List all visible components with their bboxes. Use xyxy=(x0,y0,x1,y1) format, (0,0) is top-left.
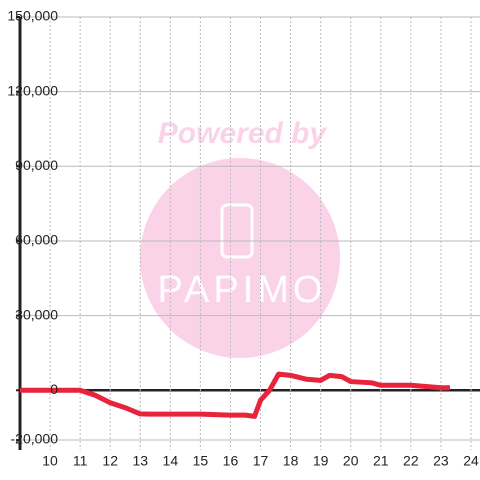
watermark-text: Powered by xyxy=(158,117,328,150)
x-tick-label: 16 xyxy=(223,453,239,469)
x-tick-label: 15 xyxy=(193,453,209,469)
x-tick-label: 21 xyxy=(373,453,389,469)
grid xyxy=(16,16,480,450)
x-tick-label: 17 xyxy=(253,453,269,469)
x-tick-label: 13 xyxy=(132,453,148,469)
x-tick-label: 18 xyxy=(283,453,299,469)
x-tick-label: 23 xyxy=(433,453,449,469)
y-tick-label: 90,000 xyxy=(15,157,58,173)
y-tick-label: 30,000 xyxy=(15,306,58,322)
x-tick-label: 20 xyxy=(343,453,359,469)
watermark-icon xyxy=(220,203,254,259)
y-tick-label: 60,000 xyxy=(15,232,58,248)
x-tick-label: 24 xyxy=(463,453,479,469)
x-tick-label: 19 xyxy=(313,453,329,469)
x-tick-label: 22 xyxy=(403,453,419,469)
x-tick-label: 11 xyxy=(73,453,88,469)
y-tick-label: -20,000 xyxy=(11,431,59,447)
x-tick-label: 12 xyxy=(102,453,118,469)
plot xyxy=(20,371,450,419)
y-tick-label: 0 xyxy=(50,381,58,397)
x-tick-label: 10 xyxy=(42,453,58,469)
y-tick-label: 150,000 xyxy=(7,8,58,24)
y-tick-label: 120,000 xyxy=(7,82,58,98)
x-tick-label: 14 xyxy=(163,453,179,469)
watermark-logo: PAPIMO xyxy=(158,269,327,311)
data-line xyxy=(20,371,450,419)
